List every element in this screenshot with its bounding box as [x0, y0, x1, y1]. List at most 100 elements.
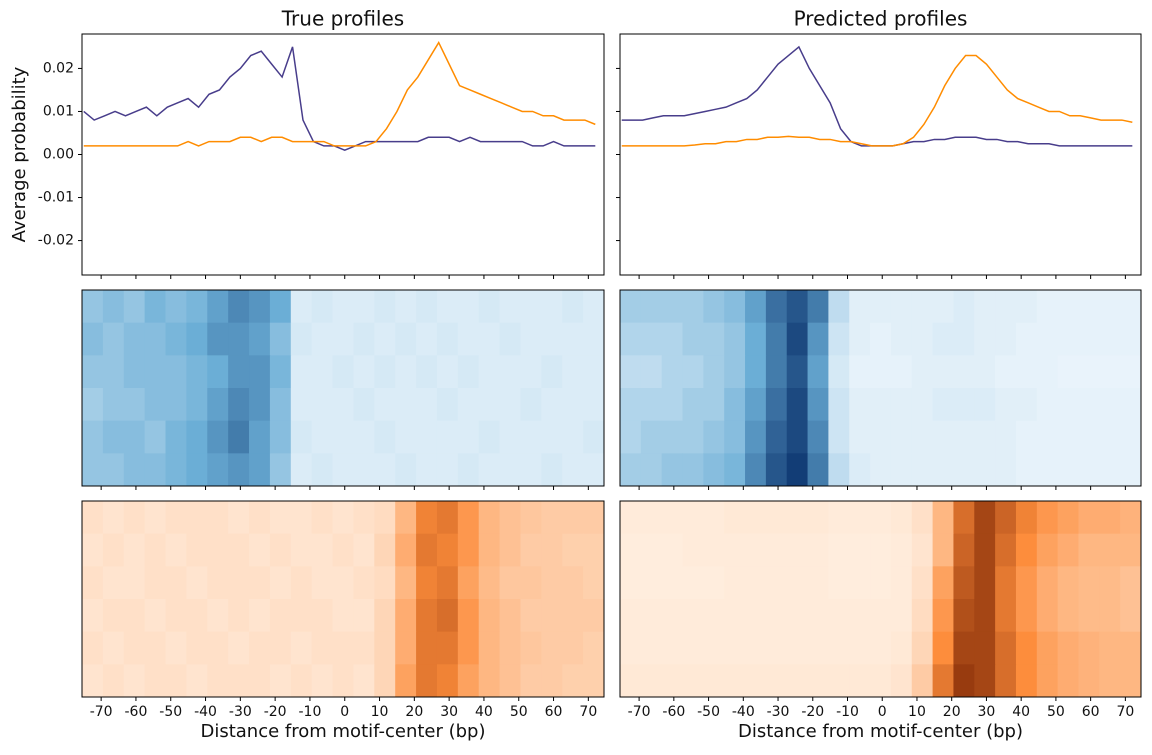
heatmap-cell: [374, 664, 396, 698]
heatmap-cell: [249, 453, 271, 487]
heatmap-cell: [849, 631, 871, 665]
heatmap-cell: [828, 453, 850, 487]
heatmap-cell: [207, 664, 229, 698]
heatmap-cell: [620, 566, 642, 600]
heatmap-cell: [353, 420, 375, 454]
heatmap-cell: [765, 631, 788, 665]
heatmap-cell: [102, 631, 125, 665]
x-tick-label: 0: [878, 704, 887, 720]
heatmap-cell: [395, 355, 417, 389]
heatmap-cell: [186, 420, 208, 454]
heatmap-cell: [457, 355, 480, 389]
heatmap-cell: [311, 631, 334, 665]
heatmap-cell: [102, 501, 125, 535]
heatmap-cell: [144, 355, 167, 389]
x-tick-label: -30: [767, 704, 790, 720]
heatmap-cell: [332, 355, 354, 389]
heatmap-cell: [332, 501, 354, 535]
heatmap-cell: [436, 566, 459, 600]
heatmap-cell: [186, 566, 208, 600]
heatmap-cell: [640, 453, 663, 487]
x-tick-label: 40: [1012, 704, 1030, 720]
heatmap-cell: [269, 631, 292, 665]
heatmap-cell: [562, 290, 584, 324]
heatmap-cell: [870, 664, 892, 698]
heatmap-cell: [353, 355, 375, 389]
x-tick-label: 30: [978, 704, 996, 720]
heatmap-cell: [640, 533, 663, 567]
heatmap-cell: [583, 533, 605, 567]
heatmap-cell: [520, 355, 542, 389]
heatmap-cell: [974, 322, 996, 356]
heatmap-cell: [724, 453, 746, 487]
heatmap-cell: [499, 322, 521, 356]
heatmap-cell: [290, 420, 313, 454]
heatmap-cell: [1078, 664, 1100, 698]
heatmap-cell: [583, 322, 605, 356]
heatmap-cell: [165, 420, 187, 454]
heatmap-cell: [457, 533, 480, 567]
heatmap-cell: [478, 664, 501, 698]
heatmap-cell: [745, 420, 767, 454]
heatmap-cell: [499, 290, 521, 324]
heatmap-cell: [562, 322, 584, 356]
heatmap-cell: [661, 631, 684, 665]
heatmap-cell: [953, 599, 975, 633]
heatmap-cell: [395, 631, 417, 665]
heatmap-cell: [640, 599, 663, 633]
heatmap-cell: [1036, 566, 1059, 600]
heatmap-cell: [395, 388, 417, 422]
heatmap-cell: [1036, 453, 1059, 487]
heatmap-cell: [1120, 322, 1142, 356]
heatmap-cell: [890, 566, 913, 600]
heatmap-cell: [765, 388, 788, 422]
heatmap-cell: [807, 599, 829, 633]
heatmap-cell: [249, 533, 271, 567]
heatmap-cell: [765, 322, 788, 356]
heatmap-cell: [995, 599, 1017, 633]
heatmap-cell: [661, 388, 684, 422]
profile-line: [621, 54, 1133, 147]
heatmap-cell: [123, 322, 146, 356]
heatmap-cell: [457, 388, 480, 422]
heatmap-cell: [1099, 420, 1121, 454]
heatmap-cell: [311, 453, 334, 487]
heatmap-cell: [1036, 290, 1059, 324]
heatmap-cell: [682, 566, 704, 600]
heatmap-cell: [911, 420, 934, 454]
heatmap-cell: [1120, 453, 1142, 487]
heatmap-cell: [186, 355, 208, 389]
x-tick-label: 70: [579, 704, 597, 720]
heatmap-cell: [207, 599, 229, 633]
heatmap-cell: [332, 388, 354, 422]
heatmap-cell: [228, 599, 250, 633]
heatmap-cell: [290, 290, 313, 324]
heatmap-cell: [932, 664, 954, 698]
heatmap-cell: [620, 420, 642, 454]
heatmap-cell: [186, 388, 208, 422]
heatmap-cell: [207, 566, 229, 600]
heatmap-cell: [807, 290, 829, 324]
heatmap-cell: [436, 664, 459, 698]
heatmap-cell: [416, 501, 438, 535]
heatmap-cell: [123, 599, 146, 633]
heatmap-cell: [478, 420, 501, 454]
heatmap-cell: [353, 290, 375, 324]
heatmap-cell: [102, 453, 125, 487]
heatmap-cell: [974, 420, 996, 454]
heatmap-cell: [332, 533, 354, 567]
x-tick-label: 50: [1047, 704, 1065, 720]
heatmap-cell: [144, 388, 167, 422]
x-tick-label: -40: [194, 704, 217, 720]
profile-line: [621, 45, 1133, 147]
heatmap-cell: [353, 631, 375, 665]
heatmap-cell: [703, 388, 725, 422]
heatmap-cell: [953, 533, 975, 567]
heatmap-cell: [82, 290, 104, 324]
heatmap-cell: [724, 355, 746, 389]
heatmap-cell: [311, 664, 334, 698]
heatmap-cell: [353, 388, 375, 422]
heatmap-cell: [1015, 566, 1038, 600]
heatmap-cell: [457, 501, 480, 535]
heatmap-cell: [870, 290, 892, 324]
